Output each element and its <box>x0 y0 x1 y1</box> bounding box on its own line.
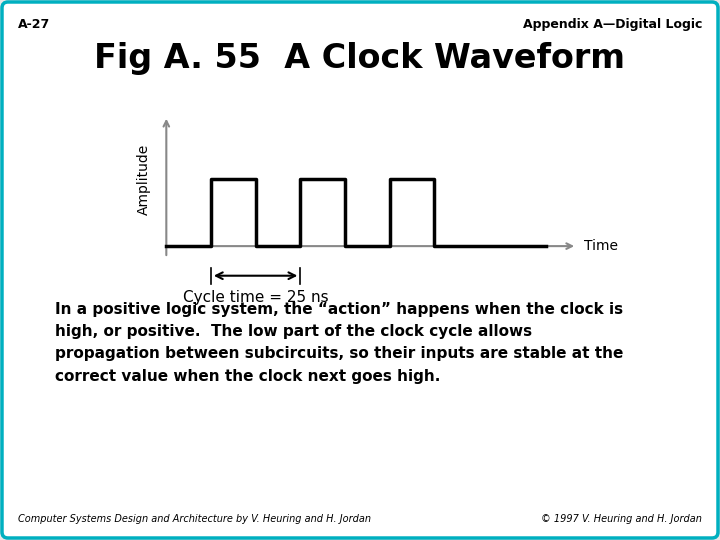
Text: Computer Systems Design and Architecture by V. Heuring and H. Jordan: Computer Systems Design and Architecture… <box>18 514 371 524</box>
Text: Fig A. 55  A Clock Waveform: Fig A. 55 A Clock Waveform <box>94 42 626 75</box>
Text: © 1997 V. Heuring and H. Jordan: © 1997 V. Heuring and H. Jordan <box>541 514 702 524</box>
Text: In a positive logic system, the “action” happens when the clock is
high, or posi: In a positive logic system, the “action”… <box>55 302 624 383</box>
Text: Appendix A—Digital Logic: Appendix A—Digital Logic <box>523 18 702 31</box>
Text: Time: Time <box>584 239 618 253</box>
Text: Cycle time = 25 ns: Cycle time = 25 ns <box>183 289 328 305</box>
Text: A-27: A-27 <box>18 18 50 31</box>
Text: Amplitude: Amplitude <box>137 144 151 215</box>
